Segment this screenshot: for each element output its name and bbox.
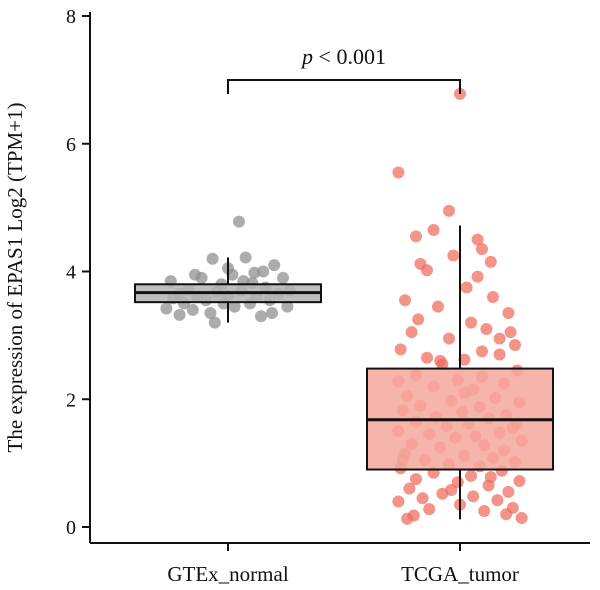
y-axis-title: The expression of EPAS1 Log2 (TPM+1) [3,103,27,453]
y-ticks: 0 2 4 6 8 [66,6,90,539]
x-ticks: GTEx_normal TCGA_tumor [167,543,519,586]
data-point [248,266,261,279]
data-point [173,308,186,321]
axes [89,12,590,544]
box-GTEx_normal [134,257,322,323]
data-point [476,345,488,358]
data-point [233,215,245,228]
data-point [515,512,528,525]
y-tick-label: 0 [66,517,76,539]
data-point [476,243,488,256]
data-point [399,294,411,307]
data-point [500,508,513,521]
x-category-label: GTEx_normal [167,562,288,586]
data-point [504,326,517,339]
data-point [513,475,526,488]
data-point [502,485,515,498]
data-point [277,271,289,284]
data-point [434,354,447,367]
p-symbol: p [300,44,313,69]
data-point [394,343,407,356]
data-point [480,322,493,335]
y-tick-label: 2 [66,389,76,411]
y-tick-label: 8 [66,6,76,28]
data-point [484,255,497,268]
data-point [255,310,267,323]
data-point [421,351,433,364]
data-point [206,252,219,265]
data-point [465,469,477,482]
data-point [189,268,201,281]
data-point [421,264,433,277]
data-point [410,230,422,243]
data-point [186,303,199,316]
significance-annotation: p < 0.001 [227,44,461,94]
boxes [134,225,554,520]
data-point [432,300,444,313]
data-point [493,332,506,345]
data-point [460,281,473,294]
data-point [471,270,484,283]
data-point [509,338,521,351]
data-point [160,302,173,315]
significance-label: p < 0.001 [300,44,386,69]
data-point [467,490,480,503]
data-point [257,265,270,278]
data-point [491,494,504,507]
data-point [228,300,241,313]
data-point [239,251,252,264]
p-value: < 0.001 [313,44,386,69]
data-point [423,503,436,516]
data-point [443,332,455,345]
data-point [416,492,429,505]
data-point [392,166,405,179]
box-TCGA_tumor [366,225,554,520]
data-point [405,326,418,339]
data-point [478,505,491,518]
data-point [410,473,422,486]
data-point [445,483,458,496]
data-point [458,353,471,366]
data-point [401,512,414,525]
data-point [427,223,440,236]
data-point [443,204,455,217]
data-point [487,291,499,304]
data-point [493,348,506,361]
data-point [412,313,425,326]
data-point [465,316,477,329]
data-point [471,233,484,246]
data-point [447,249,460,262]
data-point [208,316,221,329]
x-category-label: TCGA_tumor [401,562,519,586]
data-point [484,471,497,484]
significance-bracket [227,79,461,94]
y-tick-label: 4 [66,262,76,284]
data-point [268,259,281,272]
data-point [502,307,515,320]
y-tick-label: 6 [66,134,76,156]
data-point [392,495,405,508]
data-point [403,482,416,495]
data-point [266,307,278,320]
data-point [281,300,294,313]
data-point [204,307,217,320]
